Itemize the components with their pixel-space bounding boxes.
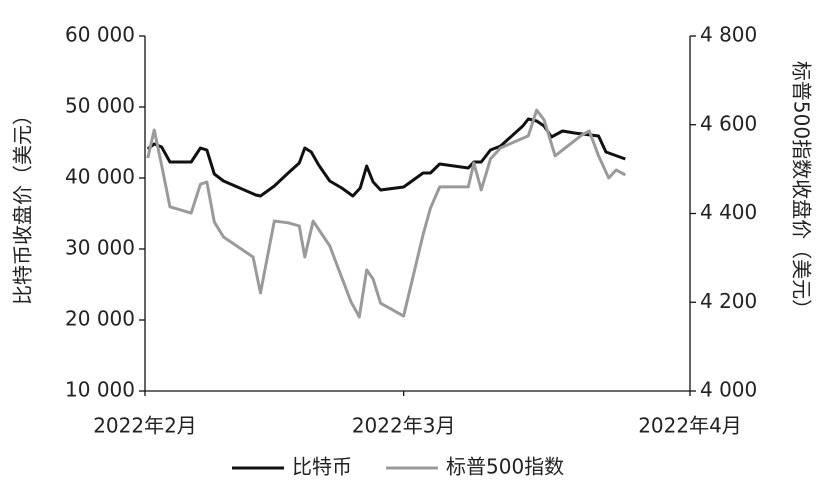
- series-line: [146, 117, 626, 198]
- x-tick-label: 2022年4月: [638, 414, 742, 438]
- y-tick-label: 10 000: [65, 378, 135, 402]
- y-axis-label: 比特币收盘价（美元）: [11, 105, 35, 305]
- y2-axis-label: 标普500指数收盘价（美元）: [790, 61, 814, 319]
- series-line: [146, 108, 627, 319]
- y-tick-label: 20 000: [65, 307, 135, 331]
- y2-tick-label: 4 400: [700, 200, 757, 224]
- y2-tick-label: 4 200: [700, 289, 757, 313]
- y-tick-label: 30 000: [65, 236, 135, 260]
- y-tick-label: 50 000: [65, 94, 135, 118]
- x-tick-label: 2022年3月: [352, 414, 456, 438]
- y2-tick-label: 4 600: [700, 111, 757, 135]
- y-tick-label: 40 000: [65, 165, 135, 189]
- x-tick-label: 2022年2月: [93, 414, 197, 438]
- legend-label: 标普500指数: [446, 455, 564, 479]
- y2-tick-label: 4 800: [700, 23, 757, 47]
- y-tick-label: 60 000: [65, 23, 135, 47]
- legend-label: 比特币: [292, 455, 352, 479]
- y2-tick-label: 4 000: [700, 378, 757, 402]
